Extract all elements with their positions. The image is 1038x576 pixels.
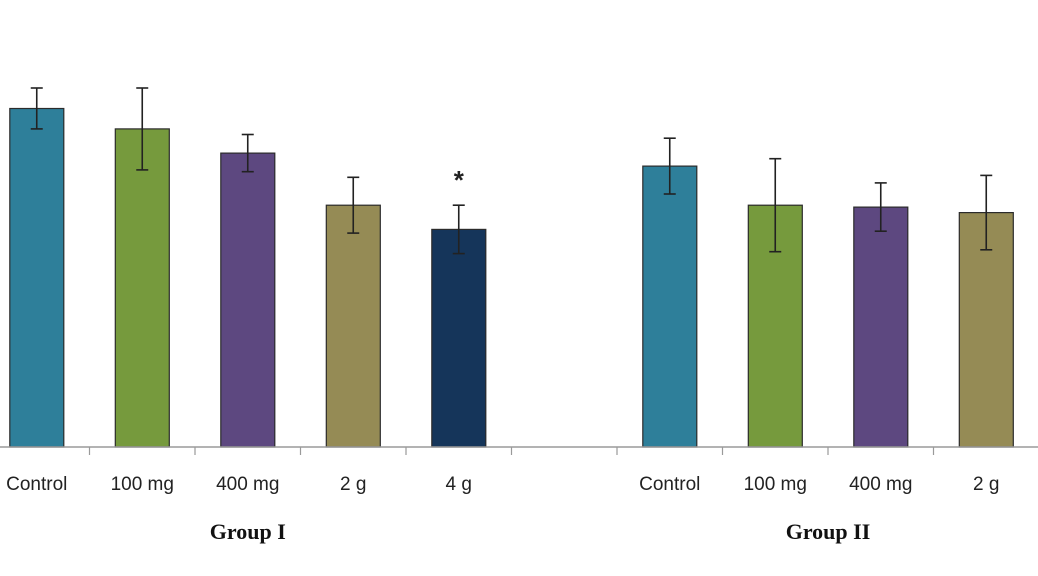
significance-marker: *	[454, 165, 465, 195]
x-axis	[0, 446, 1038, 455]
labels-layer: Control 100 mg 400 mg 2 g * 4 g Group I Control…	[6, 165, 999, 544]
x-tick-label: 400 mg	[216, 474, 279, 495]
bar-2-1	[642, 165, 698, 448]
bar-1-2	[114, 128, 170, 448]
x-tick-label: 2 g	[340, 474, 366, 495]
bar-2-3	[853, 206, 909, 448]
group-label-2: Group II	[786, 519, 871, 544]
group-label-1: Group I	[210, 519, 286, 544]
x-tick-label: 400 mg	[849, 474, 912, 495]
bar-1-4	[325, 204, 381, 448]
x-tick-label: 2 g	[973, 474, 999, 495]
bars-layer	[9, 87, 1014, 448]
x-tick-label: Control	[6, 474, 67, 495]
bar-1-3	[220, 152, 276, 448]
x-tick-label: Control	[639, 474, 700, 495]
x-tick-label: 4 g	[446, 474, 472, 495]
bar-1-1	[9, 107, 65, 448]
x-tick-label: 100 mg	[111, 474, 174, 495]
bar-2-4	[958, 212, 1014, 448]
x-tick-label: 100 mg	[744, 474, 807, 495]
bar-1-5	[431, 228, 487, 448]
